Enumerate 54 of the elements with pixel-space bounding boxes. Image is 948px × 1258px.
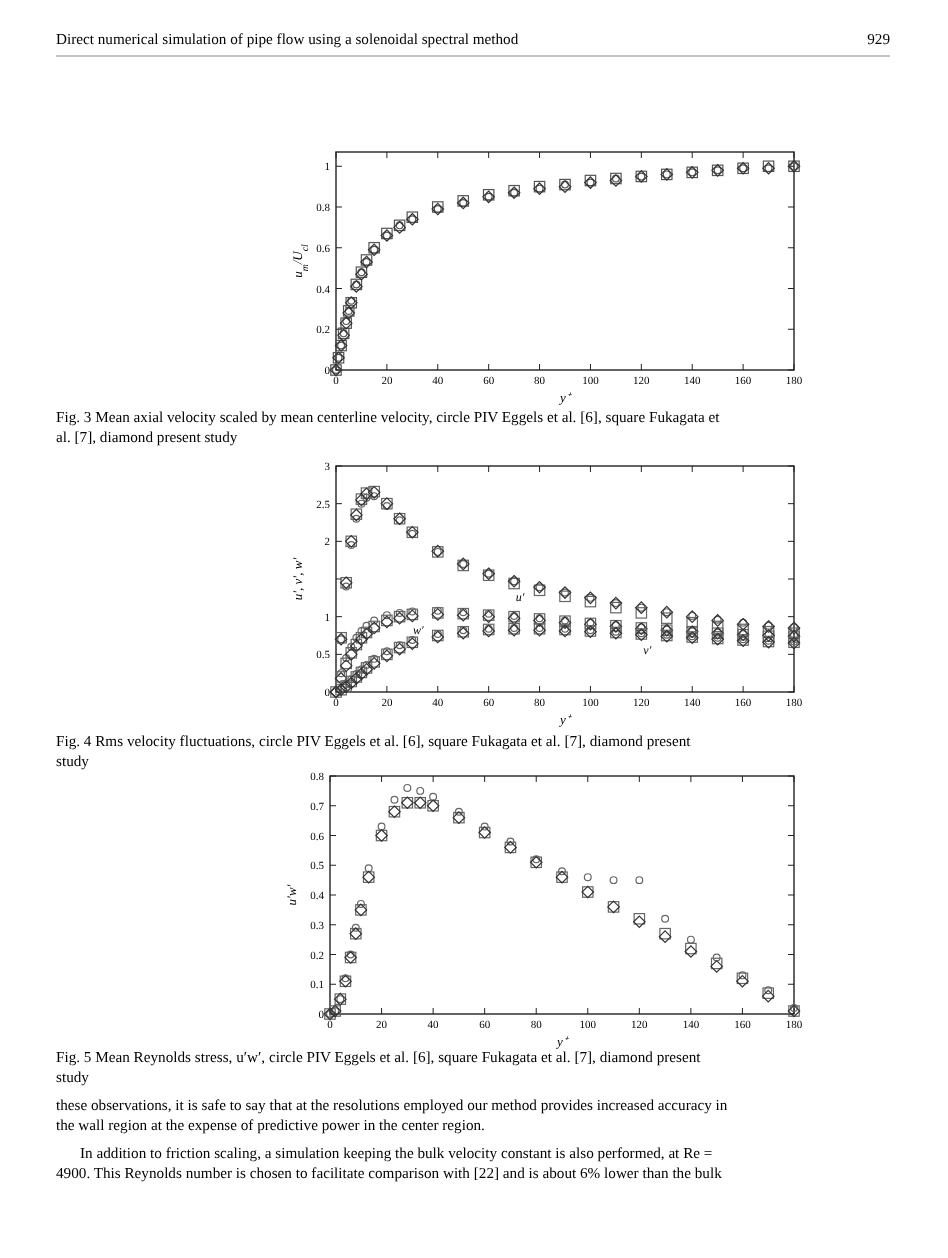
point: [433, 606, 442, 615]
point: [382, 611, 391, 620]
point: [506, 837, 515, 846]
point: [711, 620, 724, 633]
point: [356, 899, 365, 908]
point: [362, 493, 371, 502]
point: [362, 660, 371, 669]
point: [347, 541, 356, 550]
point: [351, 923, 360, 932]
point: [357, 626, 366, 635]
point: [429, 792, 438, 801]
point: [609, 876, 618, 885]
point: [433, 629, 442, 638]
point: [370, 616, 379, 625]
point: [337, 669, 346, 678]
point: [342, 582, 351, 591]
point: [352, 514, 361, 523]
point: [357, 499, 366, 508]
point: [583, 873, 592, 882]
point: [661, 914, 670, 923]
point: [416, 786, 425, 795]
point: [712, 953, 721, 962]
point: [610, 601, 622, 614]
point: [347, 296, 356, 305]
point: [403, 783, 412, 792]
point: [686, 935, 695, 944]
point: [342, 654, 351, 663]
point: [364, 864, 373, 873]
point: [346, 950, 355, 959]
point: [480, 822, 489, 831]
point: [370, 492, 379, 501]
point: [558, 867, 566, 876]
point: [738, 971, 747, 980]
point: [347, 642, 356, 651]
point: [454, 807, 463, 816]
point: [377, 822, 386, 831]
point: [764, 986, 773, 995]
point: [635, 876, 644, 885]
point: [408, 636, 417, 645]
point: [370, 654, 379, 663]
point: [408, 607, 417, 616]
point: [341, 974, 350, 983]
point: [352, 669, 361, 678]
point: [395, 608, 404, 617]
point: [395, 641, 404, 650]
point: [686, 616, 699, 629]
point: [347, 675, 356, 684]
point: [532, 855, 541, 864]
point: [357, 665, 366, 674]
point: [382, 647, 391, 656]
point: [352, 633, 361, 642]
point: [390, 795, 399, 804]
point: [635, 607, 648, 619]
point: [660, 612, 673, 624]
